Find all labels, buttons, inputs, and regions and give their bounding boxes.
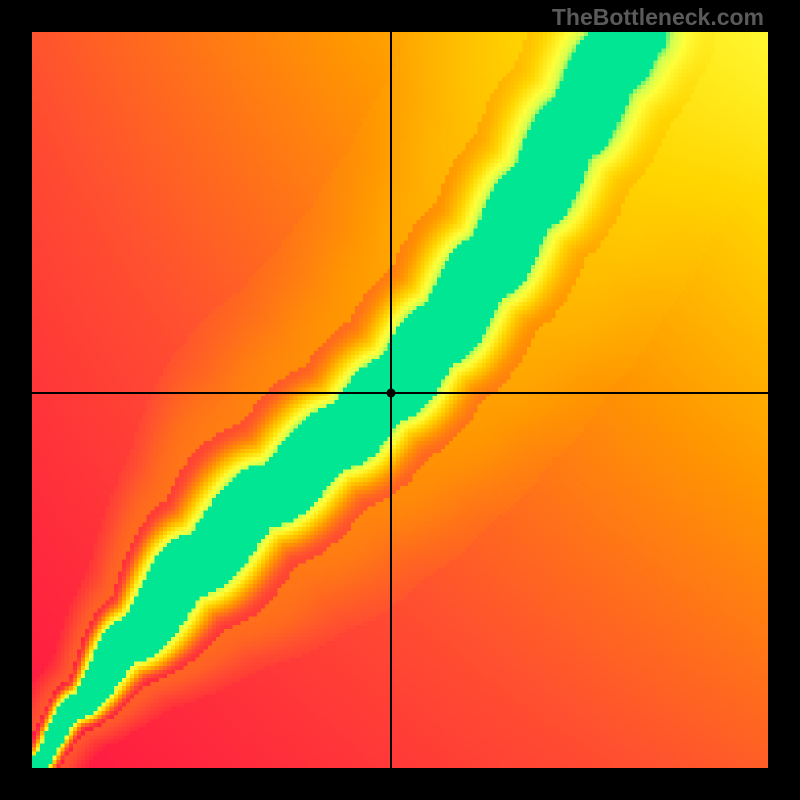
crosshair-vertical bbox=[390, 32, 392, 768]
watermark-text: TheBottleneck.com bbox=[552, 4, 764, 31]
bottleneck-heatmap bbox=[32, 32, 768, 768]
crosshair-marker bbox=[387, 388, 396, 397]
crosshair-horizontal bbox=[32, 392, 768, 394]
